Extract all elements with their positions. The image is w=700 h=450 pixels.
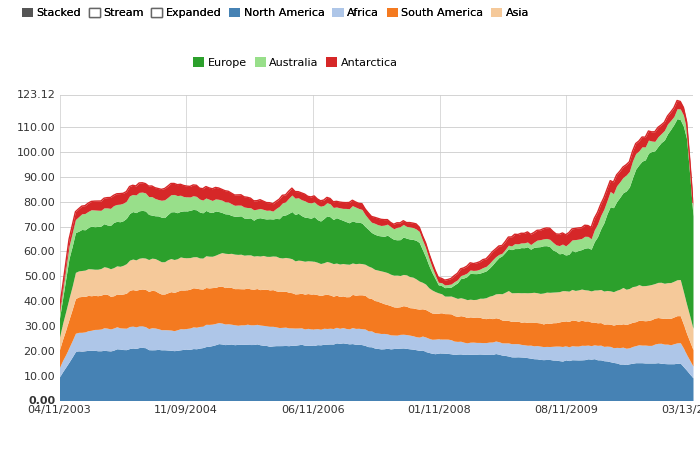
Legend: Stacked, Stream, Expanded, North America, Africa, South America, Asia: Stacked, Stream, Expanded, North America…	[20, 5, 531, 20]
Legend: Europe, Australia, Antarctica: Europe, Australia, Antarctica	[191, 55, 400, 70]
